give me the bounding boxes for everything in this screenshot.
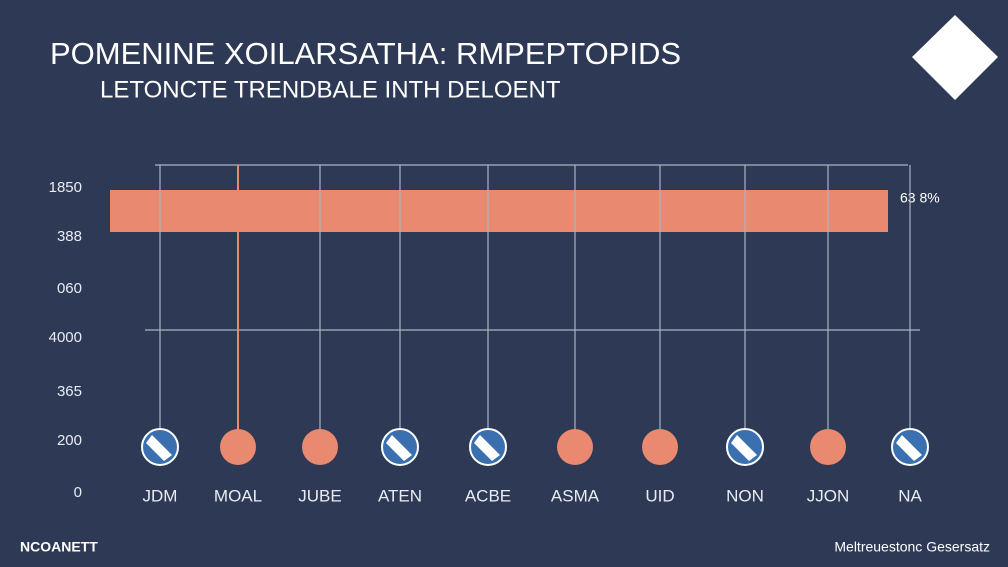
title: POMENINE XOILARSATHA: RMPEPTOPIDS (50, 36, 681, 71)
category-label: ASMA (551, 486, 600, 505)
category-label: JJON (807, 486, 850, 505)
marker-shape (146, 435, 172, 461)
category-label: MOAL (214, 486, 262, 505)
footer-right: Meltreuestonc Gesersatz (834, 539, 990, 555)
category-label: UID (645, 486, 674, 505)
axis-label: 4000 (49, 329, 82, 346)
marker (810, 429, 846, 465)
category-label: JUBE (298, 486, 341, 505)
axis-label: 1850 (49, 179, 82, 196)
marker-shape (474, 435, 500, 461)
marker (220, 429, 256, 465)
subtitle: LETONCTE TRENDBALE INTH DELOENT (100, 76, 561, 103)
footer-left: NCOANETT (20, 539, 98, 555)
bar (110, 190, 888, 232)
axis-label: 200 (57, 432, 82, 449)
plot: 63 8% (110, 164, 940, 466)
category-label: ACBE (465, 486, 511, 505)
marker-shape (731, 435, 757, 461)
marker (557, 429, 593, 465)
category-label: NA (898, 486, 922, 505)
bar-label: 63 8% (900, 190, 940, 206)
category-label: JDM (143, 486, 178, 505)
category-label: NON (726, 486, 764, 505)
axis-label: 0 (74, 484, 82, 501)
axis-label: 365 (57, 383, 82, 400)
axis-label: 060 (57, 280, 82, 297)
marker-shape (896, 435, 922, 461)
marker (302, 429, 338, 465)
marker (642, 429, 678, 465)
diamond-icon (912, 15, 998, 100)
category-label: ATEN (378, 486, 422, 505)
axis-label: 388 (57, 228, 82, 245)
marker-shape (386, 435, 412, 461)
